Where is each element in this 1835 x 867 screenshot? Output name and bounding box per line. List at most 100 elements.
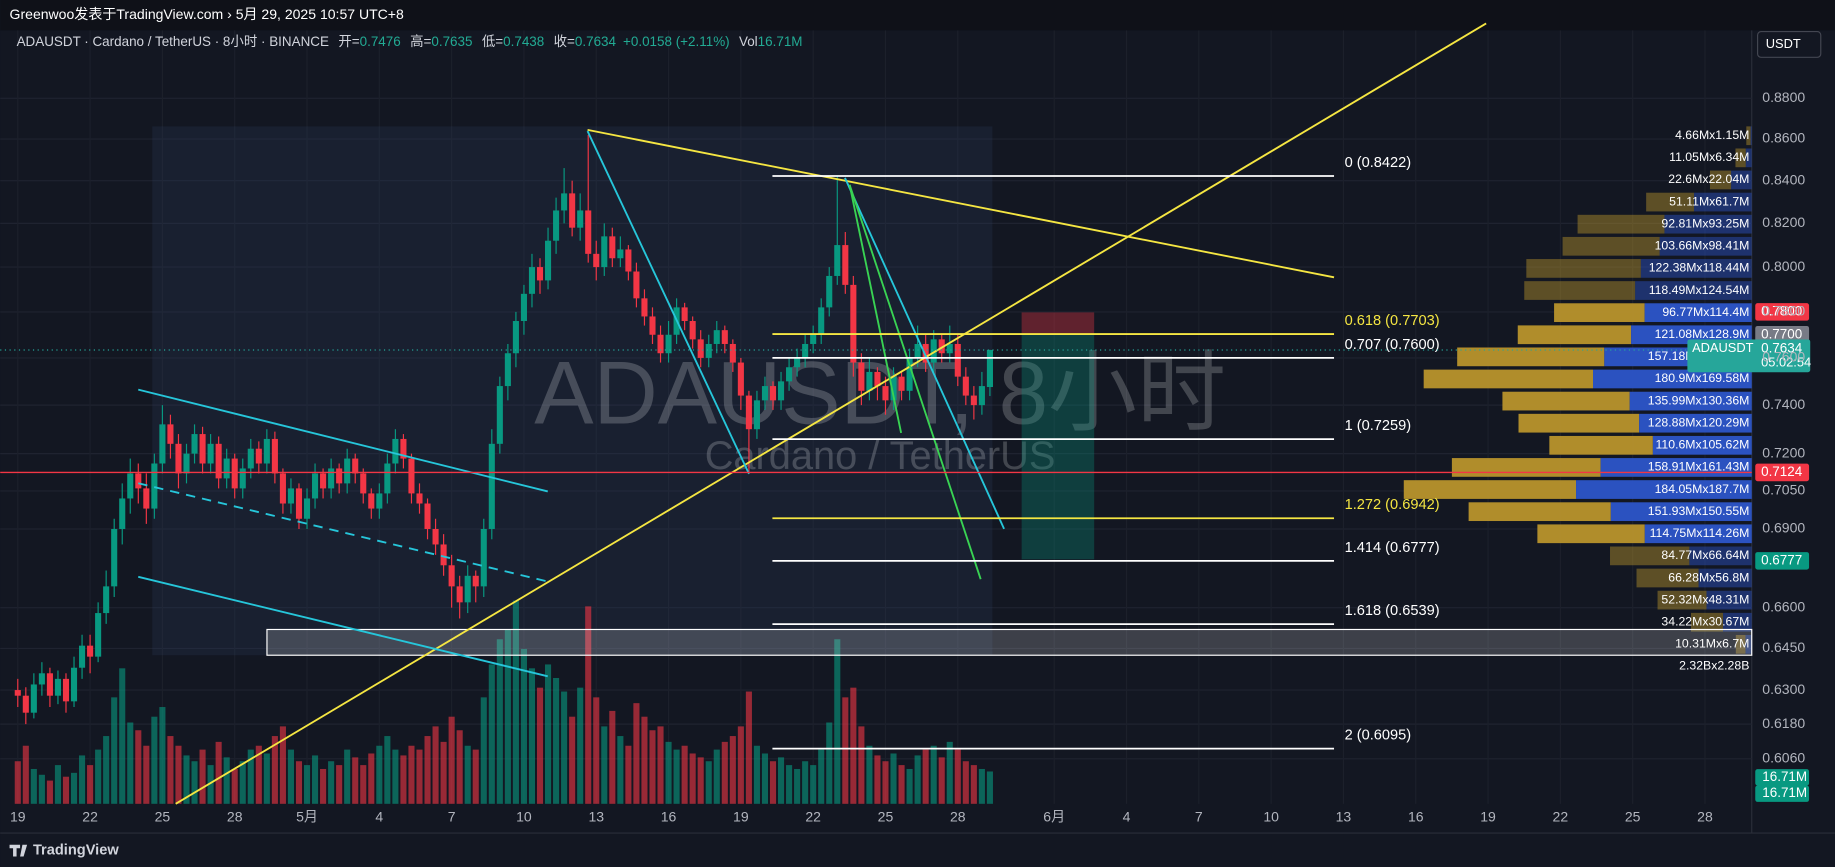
profile-up bbox=[1554, 303, 1645, 322]
candle-body bbox=[231, 458, 238, 489]
y-tick-label: 0.6450 bbox=[1762, 639, 1805, 655]
candle-body bbox=[802, 343, 809, 358]
fib-label: 2 (0.6095) bbox=[1345, 728, 1412, 744]
volume-bar bbox=[713, 749, 720, 804]
profile-up bbox=[1526, 259, 1641, 278]
x-tick-label: 7 bbox=[448, 809, 456, 825]
volume-bar bbox=[496, 639, 503, 804]
volume-bar bbox=[922, 749, 929, 804]
profile-up bbox=[1502, 391, 1630, 411]
profile-up bbox=[1735, 634, 1746, 654]
volume-bar bbox=[794, 768, 801, 804]
volume-bar bbox=[930, 745, 937, 804]
volume-bar bbox=[874, 755, 881, 804]
volume-bar bbox=[360, 765, 367, 804]
volume-bar bbox=[111, 697, 118, 804]
candle-body bbox=[336, 468, 343, 484]
volume-bar bbox=[561, 691, 568, 804]
candle-body bbox=[633, 271, 640, 299]
candle-body bbox=[769, 386, 777, 401]
candle-body bbox=[866, 371, 873, 391]
candle-body bbox=[786, 367, 793, 382]
volume-bar bbox=[30, 768, 37, 804]
profile-label: 52.32Mx48.31M bbox=[1661, 592, 1749, 606]
candle-body bbox=[143, 488, 150, 509]
y-tick-label: 0.6900 bbox=[1762, 520, 1805, 536]
volume-bar bbox=[866, 745, 873, 804]
candle-body bbox=[119, 498, 126, 529]
volume-bar bbox=[480, 697, 487, 804]
x-tick-label: 22 bbox=[1553, 809, 1569, 825]
volume-bar bbox=[368, 753, 375, 804]
watermark: ADAUSDT, 8小时 bbox=[534, 344, 1226, 443]
candle-body bbox=[898, 376, 905, 391]
volume-bar bbox=[826, 722, 833, 804]
x-tick-label: 5月 bbox=[296, 809, 318, 825]
volume-bar bbox=[938, 757, 945, 804]
volume-bar bbox=[858, 726, 865, 804]
trend-line bbox=[586, 130, 750, 475]
profile-up bbox=[1549, 435, 1653, 455]
volume-bar bbox=[279, 726, 286, 804]
volume-bar bbox=[22, 745, 29, 804]
byline: Greenwoo发表于TradingView.com › 5月 29, 2025… bbox=[10, 6, 404, 22]
candle-body bbox=[488, 443, 495, 529]
currency: USDT bbox=[1766, 36, 1801, 51]
y-tick-label: 0.8800 bbox=[1762, 89, 1805, 105]
candle-body bbox=[167, 424, 174, 444]
candle-body bbox=[536, 267, 544, 281]
volume-bar bbox=[199, 749, 206, 804]
volume-bar bbox=[593, 697, 600, 804]
trend-line bbox=[175, 22, 1487, 805]
candle-body bbox=[368, 493, 375, 509]
profile-up bbox=[1517, 325, 1632, 345]
drawings bbox=[138, 22, 1487, 805]
volume-bar bbox=[601, 726, 608, 804]
profile-down bbox=[1639, 413, 1752, 433]
price-tag-bg bbox=[1755, 552, 1810, 570]
volume-bar bbox=[95, 749, 102, 804]
y-tick-label: 0.8400 bbox=[1762, 171, 1805, 187]
candle-body bbox=[777, 381, 785, 401]
profile-label: 84.77Mx66.64M bbox=[1661, 548, 1749, 562]
volume-bar bbox=[231, 768, 238, 804]
candle-body bbox=[794, 357, 801, 368]
candle-body bbox=[496, 386, 503, 444]
candle-body bbox=[79, 645, 86, 668]
trend-line bbox=[848, 184, 903, 434]
x-tick-label: 13 bbox=[1336, 809, 1352, 825]
ohlc-label: 收= bbox=[554, 34, 575, 49]
candle-body bbox=[408, 458, 415, 494]
symbol-line: ADAUSDT · Cardano / TetherUS · 8小时 · BIN… bbox=[17, 33, 803, 49]
price-tag-bg bbox=[1755, 463, 1810, 482]
fib-label: 0.618 (0.7703) bbox=[1345, 313, 1440, 329]
profile-down bbox=[1610, 502, 1752, 522]
profile-up bbox=[1746, 126, 1751, 146]
x-tick-label: 10 bbox=[516, 809, 532, 825]
currency-box[interactable] bbox=[1757, 31, 1822, 58]
profile-label: 122.38Mx118.44M bbox=[1649, 261, 1750, 275]
candle-body bbox=[938, 339, 945, 354]
ohlc-label: 开= bbox=[338, 34, 359, 49]
candle-body bbox=[30, 684, 37, 713]
volume-bar bbox=[577, 687, 584, 804]
candle-body bbox=[22, 695, 29, 713]
candle-body bbox=[360, 473, 367, 494]
profile-label: 180.9Mx169.58M bbox=[1655, 371, 1750, 385]
volume-bar bbox=[834, 639, 841, 804]
profile-up bbox=[1709, 170, 1732, 190]
volume-bar bbox=[569, 716, 576, 804]
x-tick-label: 13 bbox=[588, 809, 604, 825]
candle-body bbox=[103, 586, 110, 614]
price-tag-bg bbox=[1755, 325, 1810, 344]
volume-bar bbox=[295, 761, 303, 804]
candle-body bbox=[705, 343, 712, 358]
volume-bar bbox=[657, 726, 664, 804]
channel-line bbox=[138, 575, 548, 678]
candle-body bbox=[978, 386, 985, 406]
volume-bar bbox=[520, 648, 527, 804]
candle-body bbox=[512, 321, 519, 354]
volume-bar bbox=[802, 761, 809, 804]
countdown: 05:02:54 bbox=[1761, 354, 1811, 369]
candle-body bbox=[175, 443, 182, 474]
